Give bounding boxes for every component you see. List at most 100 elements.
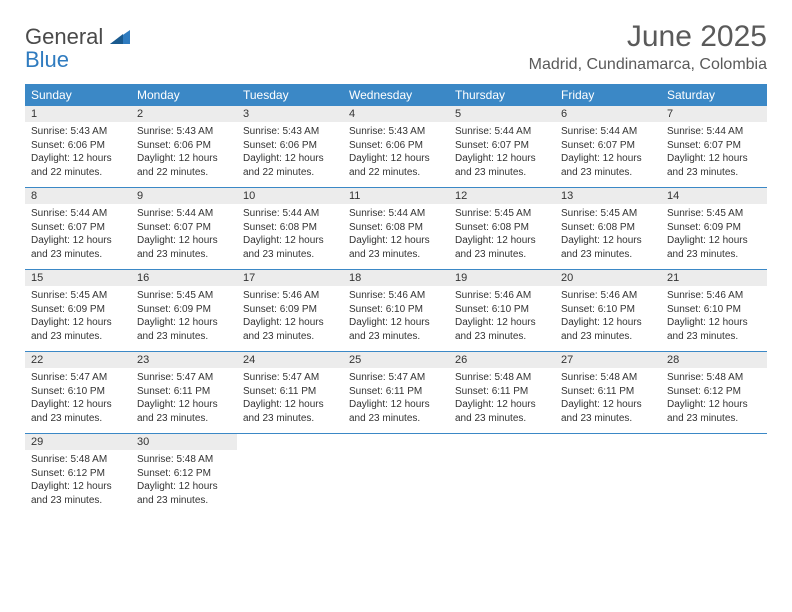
daylight-text2: and 23 minutes. (667, 248, 761, 262)
details-row: Sunrise: 5:47 AMSunset: 6:10 PMDaylight:… (25, 368, 767, 434)
day-number-cell (661, 434, 767, 451)
daylight-text2: and 23 minutes. (31, 494, 125, 508)
day-number-cell: 18 (343, 270, 449, 287)
day-number-cell: 26 (449, 352, 555, 369)
sunrise-text: Sunrise: 5:44 AM (561, 125, 655, 139)
sunrise-text: Sunrise: 5:46 AM (667, 289, 761, 303)
day-number-cell: 29 (25, 434, 131, 451)
day-details-cell: Sunrise: 5:47 AMSunset: 6:11 PMDaylight:… (237, 368, 343, 434)
daylight-text2: and 23 minutes. (137, 330, 231, 344)
sunrise-text: Sunrise: 5:46 AM (561, 289, 655, 303)
sunset-text: Sunset: 6:07 PM (137, 221, 231, 235)
details-row: Sunrise: 5:43 AMSunset: 6:06 PMDaylight:… (25, 122, 767, 188)
day-header: Sunday (25, 84, 131, 106)
sunset-text: Sunset: 6:11 PM (137, 385, 231, 399)
sunset-text: Sunset: 6:11 PM (349, 385, 443, 399)
sunrise-text: Sunrise: 5:47 AM (137, 371, 231, 385)
day-details-cell: Sunrise: 5:43 AMSunset: 6:06 PMDaylight:… (131, 122, 237, 188)
daynum-row: 15161718192021 (25, 270, 767, 287)
daylight-text: Daylight: 12 hours (137, 234, 231, 248)
day-details-cell (661, 450, 767, 515)
sunrise-text: Sunrise: 5:47 AM (31, 371, 125, 385)
daylight-text2: and 23 minutes. (455, 166, 549, 180)
day-details-cell: Sunrise: 5:43 AMSunset: 6:06 PMDaylight:… (343, 122, 449, 188)
sunset-text: Sunset: 6:10 PM (561, 303, 655, 317)
day-details-cell: Sunrise: 5:44 AMSunset: 6:07 PMDaylight:… (661, 122, 767, 188)
daylight-text: Daylight: 12 hours (243, 398, 337, 412)
day-number-cell: 16 (131, 270, 237, 287)
location-text: Madrid, Cundinamarca, Colombia (529, 56, 767, 74)
day-number-cell (449, 434, 555, 451)
day-details-cell (343, 450, 449, 515)
daynum-row: 22232425262728 (25, 352, 767, 369)
daylight-text: Daylight: 12 hours (667, 152, 761, 166)
day-details-cell: Sunrise: 5:48 AMSunset: 6:11 PMDaylight:… (555, 368, 661, 434)
daylight-text: Daylight: 12 hours (455, 398, 549, 412)
day-number-cell: 8 (25, 188, 131, 205)
sunset-text: Sunset: 6:11 PM (455, 385, 549, 399)
sunset-text: Sunset: 6:07 PM (561, 139, 655, 153)
day-details-cell: Sunrise: 5:44 AMSunset: 6:07 PMDaylight:… (555, 122, 661, 188)
sunrise-text: Sunrise: 5:44 AM (349, 207, 443, 221)
day-details-cell: Sunrise: 5:46 AMSunset: 6:09 PMDaylight:… (237, 286, 343, 352)
sunset-text: Sunset: 6:09 PM (31, 303, 125, 317)
sunrise-text: Sunrise: 5:45 AM (31, 289, 125, 303)
sunrise-text: Sunrise: 5:43 AM (349, 125, 443, 139)
sunset-text: Sunset: 6:11 PM (243, 385, 337, 399)
daylight-text: Daylight: 12 hours (31, 234, 125, 248)
day-number-cell: 13 (555, 188, 661, 205)
day-details-cell (449, 450, 555, 515)
sunset-text: Sunset: 6:10 PM (349, 303, 443, 317)
day-details-cell: Sunrise: 5:48 AMSunset: 6:12 PMDaylight:… (661, 368, 767, 434)
day-details-cell: Sunrise: 5:43 AMSunset: 6:06 PMDaylight:… (25, 122, 131, 188)
sunset-text: Sunset: 6:10 PM (667, 303, 761, 317)
daylight-text2: and 23 minutes. (455, 412, 549, 426)
daylight-text2: and 23 minutes. (137, 494, 231, 508)
sunrise-text: Sunrise: 5:46 AM (455, 289, 549, 303)
daylight-text2: and 23 minutes. (455, 330, 549, 344)
sunrise-text: Sunrise: 5:48 AM (31, 453, 125, 467)
day-number-cell: 5 (449, 106, 555, 122)
daylight-text: Daylight: 12 hours (349, 316, 443, 330)
daylight-text2: and 23 minutes. (137, 412, 231, 426)
daylight-text: Daylight: 12 hours (243, 316, 337, 330)
daylight-text2: and 23 minutes. (243, 330, 337, 344)
daylight-text2: and 23 minutes. (31, 330, 125, 344)
day-header: Thursday (449, 84, 555, 106)
day-number-cell: 7 (661, 106, 767, 122)
day-details-cell: Sunrise: 5:47 AMSunset: 6:10 PMDaylight:… (25, 368, 131, 434)
daylight-text: Daylight: 12 hours (349, 152, 443, 166)
calendar-table: Sunday Monday Tuesday Wednesday Thursday… (25, 84, 767, 515)
daylight-text: Daylight: 12 hours (349, 398, 443, 412)
day-number-cell: 10 (237, 188, 343, 205)
day-details-cell: Sunrise: 5:44 AMSunset: 6:07 PMDaylight:… (449, 122, 555, 188)
day-details-cell: Sunrise: 5:48 AMSunset: 6:12 PMDaylight:… (131, 450, 237, 515)
day-number-cell: 15 (25, 270, 131, 287)
daylight-text: Daylight: 12 hours (31, 480, 125, 494)
sunset-text: Sunset: 6:06 PM (349, 139, 443, 153)
daylight-text2: and 23 minutes. (561, 248, 655, 262)
daylight-text: Daylight: 12 hours (31, 398, 125, 412)
daylight-text2: and 23 minutes. (667, 330, 761, 344)
daylight-text: Daylight: 12 hours (31, 316, 125, 330)
sunrise-text: Sunrise: 5:43 AM (243, 125, 337, 139)
day-details-cell: Sunrise: 5:44 AMSunset: 6:07 PMDaylight:… (25, 204, 131, 270)
day-number-cell (343, 434, 449, 451)
day-header: Wednesday (343, 84, 449, 106)
daylight-text2: and 23 minutes. (349, 248, 443, 262)
day-details-cell: Sunrise: 5:45 AMSunset: 6:09 PMDaylight:… (661, 204, 767, 270)
sunrise-text: Sunrise: 5:48 AM (137, 453, 231, 467)
daylight-text: Daylight: 12 hours (243, 234, 337, 248)
day-details-cell: Sunrise: 5:44 AMSunset: 6:07 PMDaylight:… (131, 204, 237, 270)
page-header: General Blue June 2025 Madrid, Cundinama… (25, 20, 767, 74)
sunset-text: Sunset: 6:12 PM (31, 467, 125, 481)
daylight-text2: and 23 minutes. (31, 248, 125, 262)
sunset-text: Sunset: 6:07 PM (455, 139, 549, 153)
sunrise-text: Sunrise: 5:47 AM (349, 371, 443, 385)
day-details-cell: Sunrise: 5:43 AMSunset: 6:06 PMDaylight:… (237, 122, 343, 188)
daylight-text2: and 23 minutes. (667, 166, 761, 180)
daylight-text2: and 23 minutes. (561, 412, 655, 426)
day-details-cell: Sunrise: 5:44 AMSunset: 6:08 PMDaylight:… (237, 204, 343, 270)
sunset-text: Sunset: 6:12 PM (667, 385, 761, 399)
sunrise-text: Sunrise: 5:47 AM (243, 371, 337, 385)
